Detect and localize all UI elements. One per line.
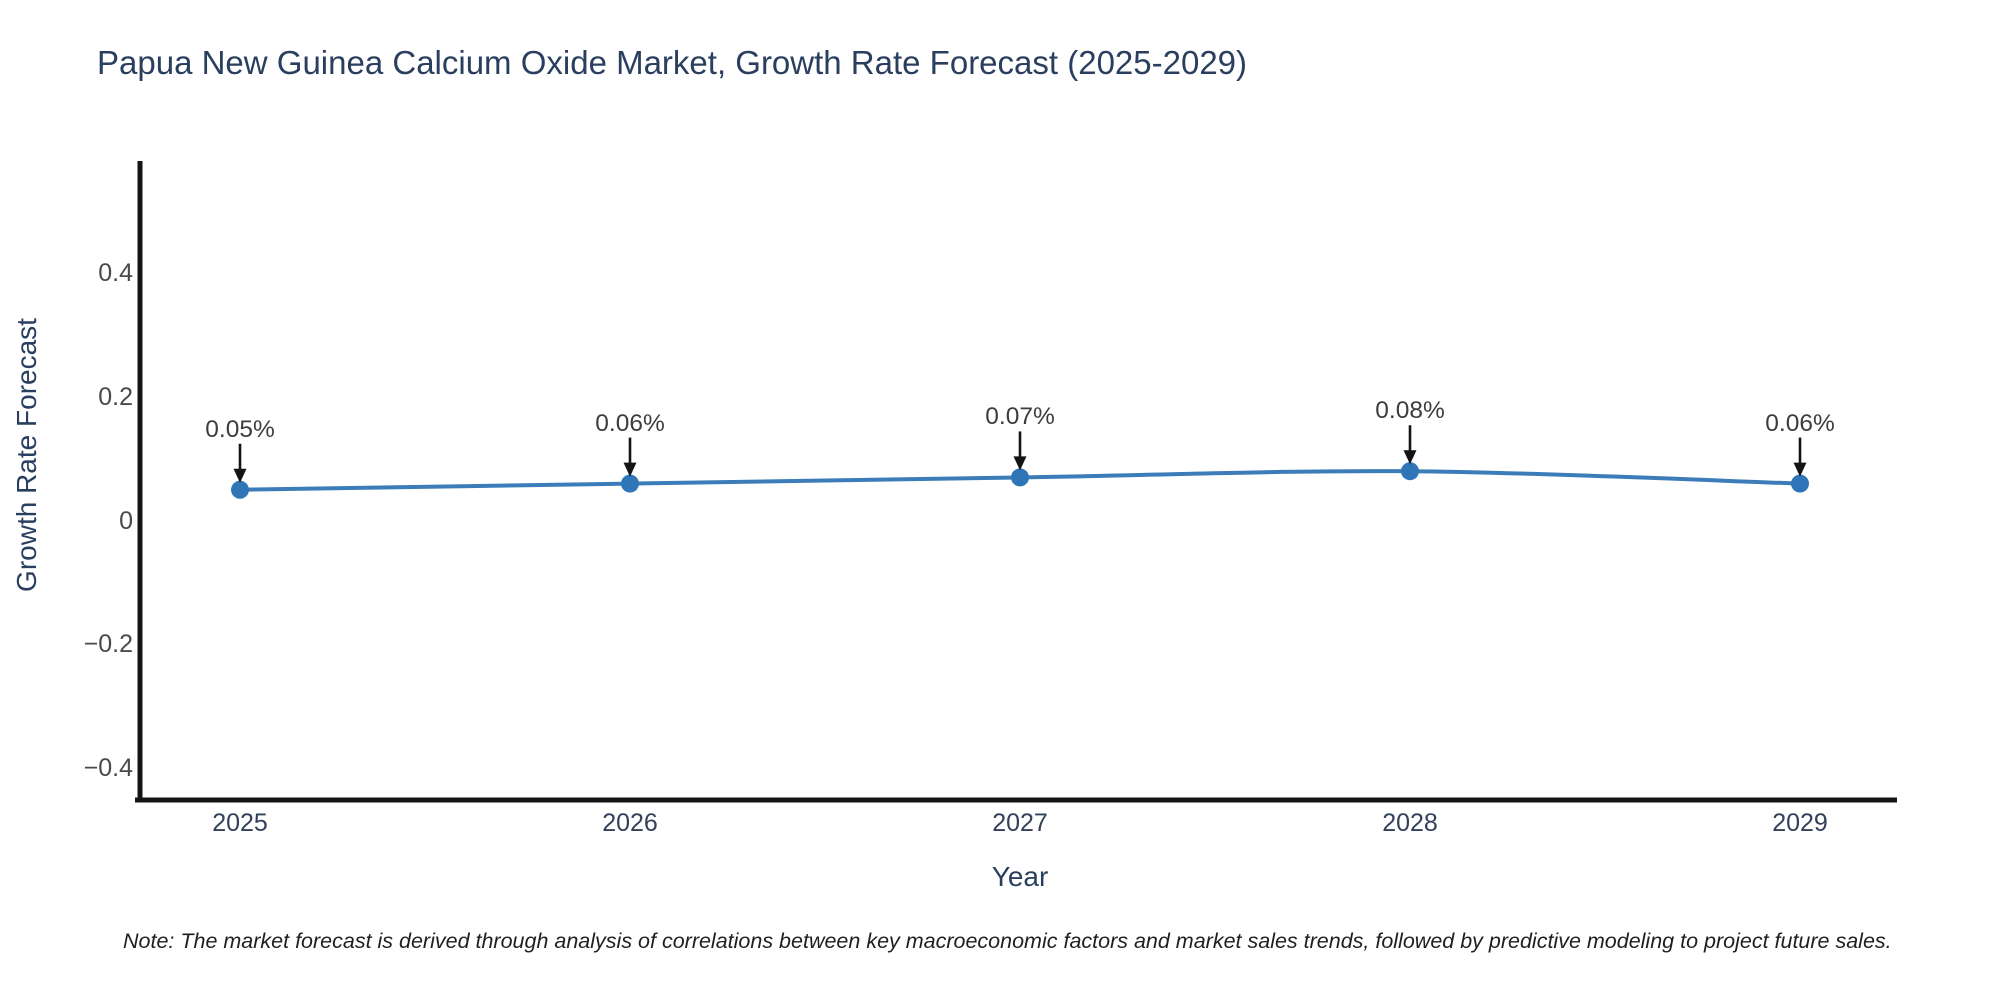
point-annotation: 0.07% — [985, 403, 1055, 431]
point-annotation: 0.06% — [595, 409, 665, 437]
point-annotation: 0.08% — [1375, 397, 1445, 425]
x-tick-label: 2027 — [992, 809, 1048, 837]
data-point-marker[interactable] — [621, 474, 639, 493]
annotation-arrowhead — [623, 462, 637, 477]
data-point-marker[interactable] — [231, 480, 249, 499]
x-tick-label: 2028 — [1382, 809, 1438, 837]
data-point-marker[interactable] — [1011, 468, 1029, 487]
point-annotation: 0.06% — [1765, 409, 1835, 437]
y-tick-label: 0.2 — [98, 383, 133, 412]
annotation-arrowhead — [1013, 456, 1027, 471]
footnote: Note: The market forecast is derived thr… — [123, 929, 1892, 953]
annotation-arrowhead — [1403, 450, 1417, 465]
point-annotation: 0.05% — [205, 415, 275, 443]
x-tick-label: 2026 — [602, 809, 658, 837]
annotation-arrowhead — [233, 468, 247, 483]
data-point-marker[interactable] — [1791, 474, 1809, 493]
data-point-marker[interactable] — [1401, 462, 1419, 481]
y-tick-label: −0.2 — [83, 630, 133, 659]
annotation-arrowhead — [1793, 462, 1807, 477]
x-axis-title: Year — [991, 861, 1049, 892]
x-tick-label: 2025 — [212, 809, 268, 837]
y-tick-label: 0.4 — [98, 259, 133, 288]
y-tick-label: 0 — [119, 506, 133, 535]
chart-title: Papua New Guinea Calcium Oxide Market, G… — [97, 44, 1248, 81]
x-tick-label: 2029 — [1772, 809, 1828, 837]
y-tick-label: −0.4 — [83, 753, 133, 782]
